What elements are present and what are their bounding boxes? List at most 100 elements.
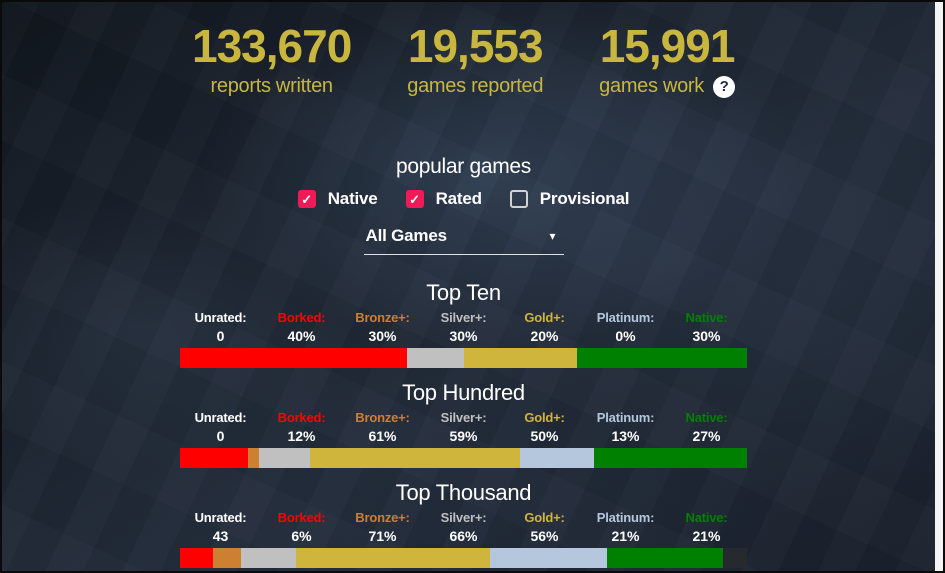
stat-reports-written: 133,670 reports written — [192, 22, 352, 98]
section-top-hundred: Top Hundred Unrated: 0 Borked: 12% Bronze+: 6… — [180, 380, 747, 469]
bar-segment-borked — [180, 448, 249, 469]
tier-value: 71% — [368, 528, 397, 545]
tier-column: Bronze+: 61% — [342, 409, 423, 445]
filter-provisional[interactable]: ✓ Provisional — [509, 189, 630, 209]
tier-label: Native: — [685, 410, 728, 426]
tier-value: 20% — [530, 328, 559, 345]
stat-value: 15,991 — [599, 20, 736, 72]
bar-segment-bronze — [213, 548, 241, 569]
tier-value: 0% — [615, 328, 636, 345]
section-title: Top Thousand — [395, 480, 532, 506]
tier-value: 21% — [692, 528, 721, 545]
filter-label: Provisional — [539, 189, 630, 209]
section-top-thousand: Top Thousand Unrated: 43 Borked: 6% Bronze+:… — [180, 480, 747, 569]
tier-value: 12% — [287, 428, 316, 445]
tier-label: Platinum: — [596, 510, 655, 526]
tier-label: Bronze+: — [355, 310, 410, 326]
tier-column: Borked: 6% — [261, 509, 342, 545]
tier-stats-row: Unrated: 0 Borked: 40% Bronze+: 30% Silver+: 30… — [180, 309, 747, 345]
tier-column: Bronze+: 71% — [342, 509, 423, 545]
checkbox-provisional[interactable]: ✓ — [509, 190, 528, 209]
section-title: Top Ten — [426, 280, 501, 306]
bar-segment-unrated — [723, 548, 747, 569]
tier-column: Silver+: 30% — [423, 309, 504, 345]
filter-rated[interactable]: ✓ Rated — [405, 189, 482, 209]
rating-bar — [180, 448, 747, 469]
bar-segment-silver — [259, 448, 311, 469]
tier-value: 0 — [216, 328, 225, 345]
tier-value: 40% — [287, 328, 316, 345]
tier-column: Gold+: 20% — [504, 309, 585, 345]
checkmark-icon: ✓ — [301, 191, 313, 207]
tier-column: Unrated: 43 — [180, 509, 261, 545]
tier-column: Platinum: 0% — [585, 309, 666, 345]
tier-value: 27% — [692, 428, 721, 445]
bar-segment-gold — [310, 448, 521, 469]
tier-label: Bronze+: — [355, 410, 410, 426]
tier-value: 6% — [291, 528, 312, 545]
bar-segment-silver — [406, 348, 464, 369]
tier-column: Borked: 12% — [261, 409, 342, 445]
bar-segment-bronze — [248, 448, 260, 469]
game-filter-dropdown[interactable]: All Games ▾ — [363, 226, 564, 256]
stats-row: 133,670 reports written 19,553 games rep… — [180, 22, 747, 98]
tier-value: 66% — [449, 528, 478, 545]
tier-label: Silver+: — [440, 310, 487, 326]
stat-games-work: 15,991 games work ? — [599, 22, 735, 98]
tier-column: Native: 30% — [666, 309, 747, 345]
tier-label: Unrated: — [194, 510, 247, 526]
tier-label: Silver+: — [440, 510, 487, 526]
filter-native[interactable]: ✓ Native — [297, 189, 378, 209]
section-title: Top Hundred — [402, 380, 525, 406]
tier-column: Unrated: 0 — [180, 309, 261, 345]
bar-segment-borked — [180, 348, 407, 369]
tier-label: Platinum: — [596, 310, 655, 326]
bar-segment-borked — [180, 548, 214, 569]
tier-label: Gold+: — [524, 310, 565, 326]
tier-label: Borked: — [277, 510, 326, 526]
filter-label: Rated — [435, 189, 482, 209]
tier-value: 0 — [216, 428, 225, 445]
tier-label: Bronze+: — [355, 510, 410, 526]
stat-label: games reported — [407, 75, 544, 98]
popular-games-title: popular games — [395, 155, 532, 179]
bar-segment-native — [576, 348, 747, 369]
tier-label: Native: — [685, 510, 728, 526]
tier-column: Platinum: 13% — [585, 409, 666, 445]
stat-value: 19,553 — [407, 20, 544, 72]
stat-label: games work — [599, 75, 704, 98]
tier-value: 30% — [368, 328, 397, 345]
tier-value: 43 — [212, 528, 229, 545]
tier-value: 13% — [611, 428, 640, 445]
bar-segment-platinum — [520, 448, 594, 469]
tier-value: 50% — [530, 428, 559, 445]
tier-label: Gold+: — [524, 410, 565, 426]
tier-value: 59% — [449, 428, 478, 445]
tier-column: Unrated: 0 — [180, 409, 261, 445]
tier-column: Bronze+: 30% — [342, 309, 423, 345]
help-icon[interactable]: ? — [713, 75, 735, 98]
tier-stats-row: Unrated: 0 Borked: 12% Bronze+: 61% Silver+: 59… — [180, 409, 747, 445]
tier-label: Silver+: — [440, 410, 487, 426]
tier-label: Borked: — [277, 410, 326, 426]
section-top-ten: Top Ten Unrated: 0 Borked: 40% Bronze+: 30% Si… — [180, 280, 747, 369]
bar-segment-silver — [240, 548, 297, 569]
tier-value: 30% — [692, 328, 721, 345]
bar-segment-gold — [463, 348, 577, 369]
tier-label: Platinum: — [596, 410, 655, 426]
tier-column: Borked: 40% — [261, 309, 342, 345]
dropdown-value: All Games — [365, 226, 448, 246]
checkbox-rated[interactable]: ✓ — [405, 190, 424, 209]
stat-label: reports written — [210, 75, 334, 98]
scrollbar[interactable] — [935, 2, 943, 571]
tier-value: 56% — [530, 528, 559, 545]
scrollbar-thumb[interactable] — [935, 2, 943, 571]
bar-segment-native — [593, 448, 747, 469]
tier-column: Native: 21% — [666, 509, 747, 545]
bar-segment-native — [606, 548, 724, 569]
checkbox-native[interactable]: ✓ — [297, 190, 316, 209]
tier-column: Native: 27% — [666, 409, 747, 445]
tier-stats-row: Unrated: 43 Borked: 6% Bronze+: 71% Silver+: 66… — [180, 509, 747, 545]
